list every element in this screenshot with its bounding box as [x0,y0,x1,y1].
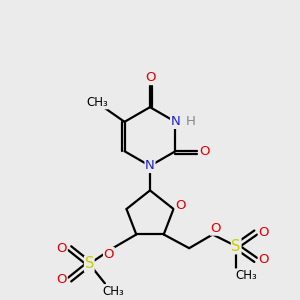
Text: O: O [210,222,221,235]
Text: O: O [200,145,210,158]
Text: S: S [232,239,241,254]
Text: O: O [258,226,269,239]
Text: CH₃: CH₃ [102,285,124,298]
Text: N: N [171,115,180,128]
Text: O: O [103,248,114,261]
Text: S: S [85,256,94,272]
Text: O: O [57,242,67,255]
Text: O: O [57,273,67,286]
Text: O: O [258,254,269,266]
Text: N: N [145,159,155,172]
Text: CH₃: CH₃ [86,96,108,109]
Text: O: O [145,71,155,84]
Text: H: H [186,115,196,128]
Text: O: O [175,199,186,212]
Text: CH₃: CH₃ [235,269,257,282]
